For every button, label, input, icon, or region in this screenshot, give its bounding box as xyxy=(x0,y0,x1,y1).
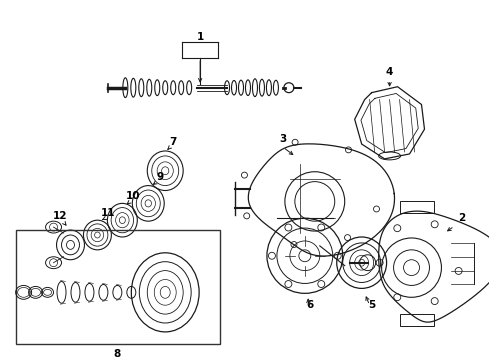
Text: 12: 12 xyxy=(53,211,68,221)
Text: 9: 9 xyxy=(157,172,164,182)
Text: 8: 8 xyxy=(114,348,121,359)
Text: 7: 7 xyxy=(170,137,177,147)
Text: 10: 10 xyxy=(126,192,141,202)
Text: 2: 2 xyxy=(458,213,465,223)
Bar xyxy=(399,314,435,326)
Text: 5: 5 xyxy=(368,300,375,310)
Text: 11: 11 xyxy=(101,208,116,218)
Text: 1: 1 xyxy=(196,32,204,42)
Text: 4: 4 xyxy=(386,67,393,77)
Text: 3: 3 xyxy=(279,134,287,144)
Text: 6: 6 xyxy=(306,300,314,310)
Bar xyxy=(399,201,435,213)
Bar xyxy=(16,230,220,344)
